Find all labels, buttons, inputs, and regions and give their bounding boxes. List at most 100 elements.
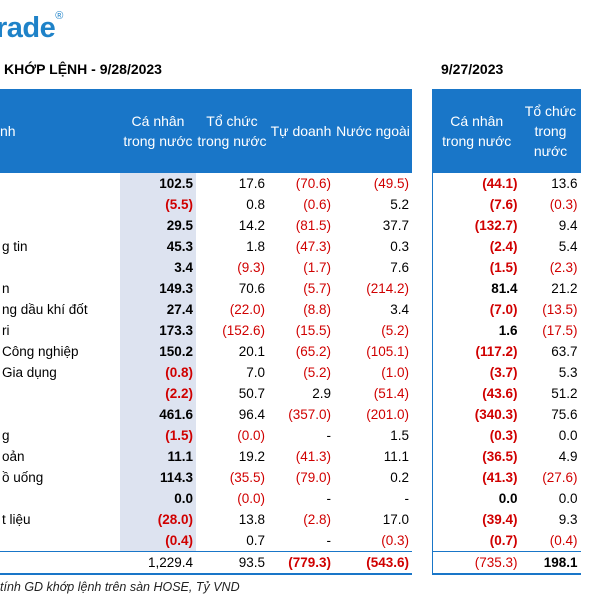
foreign-value: (214.2): [366, 281, 409, 296]
column-header-institution-domestic: Tổ chức trong nước: [196, 89, 268, 173]
individual-domestic-value: 150.2: [120, 341, 196, 362]
foreign-value: 11.1: [383, 449, 409, 464]
foreign-value: (0.3): [381, 533, 409, 548]
individual-domestic-value: 11.1: [120, 446, 196, 467]
sector-name: Công nghiệp: [2, 344, 79, 359]
institution-domestic-value: (35.5): [229, 470, 265, 485]
table-row: (2.2) 50.7 2.9 (51.4): [0, 383, 412, 404]
footnote: tính GD khớp lệnh trên sàn HOSE, Tỷ VND: [0, 580, 240, 594]
individual-domestic-value: (2.2): [120, 383, 196, 404]
individual-domestic-prev-value: (0.7): [432, 530, 521, 552]
foreign-value: 37.7: [382, 218, 409, 233]
table-row: 81.4 21.2: [432, 278, 581, 299]
sector-name: [0, 383, 120, 404]
column-header-institution-domestic-prev: Tổ chức trong nước: [520, 89, 581, 173]
sector-name: t liệu: [2, 512, 31, 527]
sector-name: n: [2, 281, 10, 296]
sector-name: oản: [2, 449, 25, 464]
foreign-value: -: [404, 491, 410, 506]
proprietary-value: -: [326, 533, 332, 548]
table-row: Gia dụng (0.8) 7.0 (5.2) (1.0): [0, 362, 412, 383]
individual-domestic-prev-value: (41.3): [432, 467, 521, 488]
proprietary-value: (41.3): [295, 449, 331, 464]
individual-domestic-value: 45.3: [120, 236, 196, 257]
institution-domestic-value: 70.6: [238, 281, 265, 296]
institution-domestic-value: (0.0): [237, 491, 265, 506]
individual-domestic-value: (28.0): [120, 509, 196, 530]
column-header-foreign: Nước ngoài: [334, 89, 412, 173]
foreign-value: 0.3: [390, 239, 409, 254]
institution-domestic-prev-value: (13.5): [542, 302, 578, 317]
title-previous-day: 9/27/2023: [441, 61, 504, 77]
table-row: g (1.5) (0.0) - 1.5: [0, 425, 412, 446]
table-row: (0.4) 0.7 - (0.3): [0, 530, 412, 552]
individual-domestic-prev-value: (7.6): [432, 194, 521, 215]
net-trading-table-today: nh Cá nhân trong nước Tổ chức trong nước…: [0, 89, 412, 575]
net-trading-table-previous: Cá nhân trong nước Tổ chức trong nước (4…: [432, 89, 581, 575]
individual-domestic-prev-value: (3.7): [432, 362, 521, 383]
proprietary-value: -: [326, 428, 332, 443]
foreign-value: 17.0: [382, 512, 409, 527]
sector-name: ồ uống: [2, 470, 44, 485]
institution-domestic-value: 7.0: [246, 365, 265, 380]
individual-domestic-prev-value: (340.3): [432, 404, 521, 425]
sector-name: Gia dụng: [2, 365, 57, 380]
title-matched-orders-today: KHỚP LỆNH - 9/28/2023: [4, 61, 162, 77]
individual-domestic-prev-value: (43.6): [432, 383, 521, 404]
table-row: (43.6) 51.2: [432, 383, 581, 404]
institution-domestic-value: 0.8: [246, 197, 265, 212]
institution-domestic-value: 1.8: [246, 239, 265, 254]
table-row: 29.5 14.2 (81.5) 37.7: [0, 215, 412, 236]
proprietary-value: (5.7): [303, 281, 331, 296]
table-header-row: Cá nhân trong nước Tổ chức trong nước: [432, 89, 581, 173]
sector-name: [0, 404, 120, 425]
institution-domestic-value: (22.0): [229, 302, 265, 317]
table-row: (0.7) (0.4): [432, 530, 581, 552]
table-row: 3.4 (9.3) (1.7) 7.6: [0, 257, 412, 278]
table-row: ng dầu khí đốt 27.4 (22.0) (8.8) 3.4: [0, 299, 412, 320]
institution-domestic-prev-value: (27.6): [542, 470, 578, 485]
table-row: 0.0 0.0: [432, 488, 581, 509]
individual-domestic-prev-value: (44.1): [432, 173, 521, 194]
individual-domestic-value: (0.4): [120, 530, 196, 552]
individual-domestic-prev-value: (132.7): [432, 215, 521, 236]
foreign-value: (49.5): [373, 176, 409, 191]
institution-domestic-prev-value: 9.4: [558, 218, 578, 233]
sector-name: [0, 257, 120, 278]
sector-name: ng dầu khí đốt: [2, 302, 88, 317]
institution-domestic-prev-value: 5.3: [558, 365, 578, 380]
institution-domestic-prev-value: 63.7: [551, 344, 578, 359]
table-row: 461.6 96.4 (357.0) (201.0): [0, 404, 412, 425]
column-header-proprietary: Tự doanh: [268, 89, 334, 173]
proprietary-value: (0.6): [303, 197, 331, 212]
proprietary-value: (5.2): [303, 365, 331, 380]
individual-domestic-prev-value: 0.0: [432, 488, 521, 509]
table-row: (36.5) 4.9: [432, 446, 581, 467]
foreign-value: (1.0): [381, 365, 409, 380]
individual-domestic-prev-value: (7.0): [432, 299, 521, 320]
table-row: (41.3) (27.6): [432, 467, 581, 488]
table-row: 102.5 17.6 (70.6) (49.5): [0, 173, 412, 194]
proprietary-value: (65.2): [295, 344, 331, 359]
table-row: t liệu (28.0) 13.8 (2.8) 17.0: [0, 509, 412, 530]
institution-domestic-prev-value: 0.0: [558, 491, 578, 506]
column-header-individual-domestic-prev: Cá nhân trong nước: [432, 89, 521, 173]
total-individual-domestic: 1,229.4: [120, 551, 196, 575]
registered-mark: ®: [55, 10, 63, 22]
table-row: n 149.3 70.6 (5.7) (214.2): [0, 278, 412, 299]
sector-name: [0, 488, 120, 509]
table-header-row: nh Cá nhân trong nước Tổ chức trong nước…: [0, 89, 412, 173]
sector-name: g tin: [2, 239, 28, 254]
total-proprietary: (779.3): [268, 551, 334, 575]
table-row: (44.1) 13.6: [432, 173, 581, 194]
proprietary-value: (1.7): [303, 260, 331, 275]
institution-domestic-value: 0.7: [246, 533, 265, 548]
total-individual-domestic-prev: (735.3): [432, 551, 521, 575]
institution-domestic-value: (152.6): [222, 323, 265, 338]
total-foreign: (543.6): [334, 551, 412, 575]
individual-domestic-prev-value: (39.4): [432, 509, 521, 530]
total-institution-domestic-prev: 198.1: [520, 551, 581, 575]
total-institution-domestic: 93.5: [196, 551, 268, 575]
foreign-value: 1.5: [390, 428, 409, 443]
institution-domestic-value: (0.0): [237, 428, 265, 443]
